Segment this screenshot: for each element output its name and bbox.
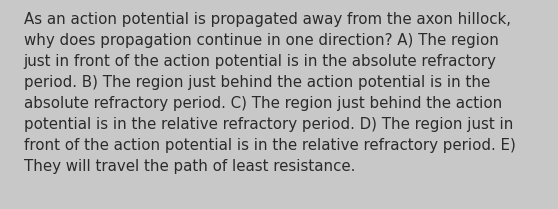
- Text: As an action potential is propagated away from the axon hillock,
why does propag: As an action potential is propagated awa…: [23, 12, 516, 174]
